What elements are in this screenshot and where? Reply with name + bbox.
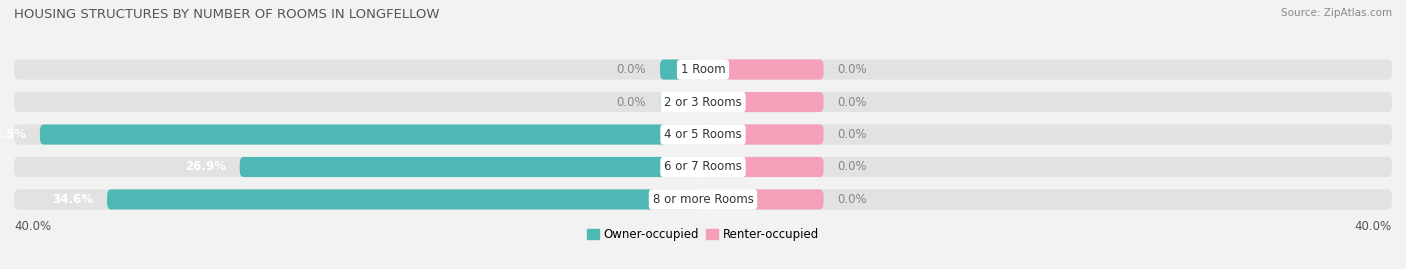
Text: 0.0%: 0.0% xyxy=(838,193,868,206)
Text: 0.0%: 0.0% xyxy=(617,95,647,108)
Text: 40.0%: 40.0% xyxy=(1355,220,1392,233)
FancyBboxPatch shape xyxy=(703,59,824,80)
Text: Source: ZipAtlas.com: Source: ZipAtlas.com xyxy=(1281,8,1392,18)
FancyBboxPatch shape xyxy=(703,92,824,112)
Legend: Owner-occupied, Renter-occupied: Owner-occupied, Renter-occupied xyxy=(582,223,824,246)
Text: 0.0%: 0.0% xyxy=(838,95,868,108)
Text: 40.0%: 40.0% xyxy=(14,220,51,233)
Text: HOUSING STRUCTURES BY NUMBER OF ROOMS IN LONGFELLOW: HOUSING STRUCTURES BY NUMBER OF ROOMS IN… xyxy=(14,8,440,21)
FancyBboxPatch shape xyxy=(14,125,1392,144)
FancyBboxPatch shape xyxy=(14,189,1392,210)
FancyBboxPatch shape xyxy=(14,157,1392,177)
FancyBboxPatch shape xyxy=(14,59,1392,80)
FancyBboxPatch shape xyxy=(239,157,703,177)
FancyBboxPatch shape xyxy=(703,189,824,210)
FancyBboxPatch shape xyxy=(39,125,703,144)
Text: 1 Room: 1 Room xyxy=(681,63,725,76)
FancyBboxPatch shape xyxy=(14,92,1392,112)
Text: 26.9%: 26.9% xyxy=(186,161,226,174)
Text: 8 or more Rooms: 8 or more Rooms xyxy=(652,193,754,206)
Text: 0.0%: 0.0% xyxy=(617,63,647,76)
Text: 0.0%: 0.0% xyxy=(838,63,868,76)
Text: 0.0%: 0.0% xyxy=(838,128,868,141)
Text: 0.0%: 0.0% xyxy=(838,161,868,174)
FancyBboxPatch shape xyxy=(703,157,824,177)
FancyBboxPatch shape xyxy=(703,125,824,144)
FancyBboxPatch shape xyxy=(107,189,703,210)
FancyBboxPatch shape xyxy=(659,92,703,112)
Text: 4 or 5 Rooms: 4 or 5 Rooms xyxy=(664,128,742,141)
Text: 34.6%: 34.6% xyxy=(52,193,93,206)
FancyBboxPatch shape xyxy=(659,59,703,80)
Text: 6 or 7 Rooms: 6 or 7 Rooms xyxy=(664,161,742,174)
Text: 2 or 3 Rooms: 2 or 3 Rooms xyxy=(664,95,742,108)
Text: 38.5%: 38.5% xyxy=(0,128,27,141)
